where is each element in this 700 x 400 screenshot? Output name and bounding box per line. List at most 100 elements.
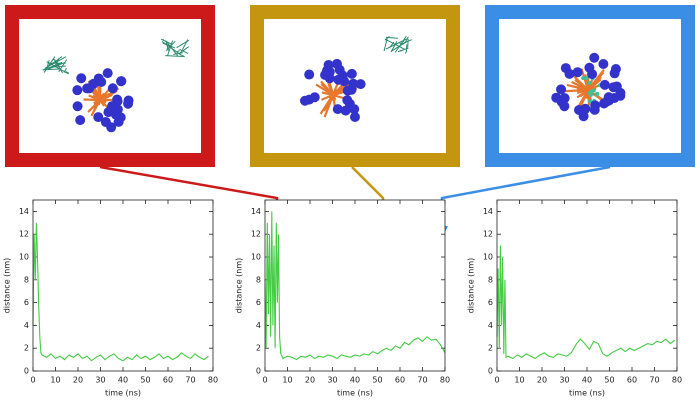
head-group: [349, 112, 360, 123]
guest-bond: [167, 40, 174, 56]
head-group: [88, 78, 99, 89]
y-tick-label: 8: [24, 275, 29, 284]
bond: [99, 87, 111, 101]
guest-atom: [587, 91, 592, 96]
head-group: [349, 104, 360, 115]
frame-red: [5, 5, 215, 167]
head-group: [102, 68, 113, 79]
molecule-cluster: [72, 68, 134, 133]
guest-atom: [581, 76, 586, 81]
guest-bond: [160, 38, 173, 46]
head-group: [331, 58, 342, 69]
bond: [94, 99, 101, 109]
head-group: [342, 95, 353, 106]
x-tick-label: 0: [262, 376, 267, 385]
head-group: [339, 76, 350, 87]
x-tick-label: 10: [514, 376, 524, 385]
guest-bond: [42, 63, 60, 71]
guest-bond: [390, 41, 398, 53]
x-tick-label: 40: [118, 376, 128, 385]
y-tick-label: 4: [256, 321, 261, 330]
guest-bond: [65, 71, 70, 74]
y-tick-label: 0: [488, 367, 493, 376]
guest-bond: [49, 56, 63, 67]
x-tick-label: 70: [649, 376, 659, 385]
bond: [587, 68, 605, 91]
x-tick-label: 50: [140, 376, 150, 385]
x-tick-label: 20: [305, 376, 315, 385]
head-group: [340, 105, 351, 116]
head-group: [299, 95, 310, 106]
x-tick-label: 10: [282, 376, 292, 385]
x-tick-label: 80: [672, 376, 682, 385]
y-tick-label: 8: [488, 275, 493, 284]
bond: [563, 88, 589, 93]
y-tick-label: 2: [256, 344, 261, 353]
y-tick-label: 0: [256, 367, 261, 376]
x-tick-label: 80: [208, 376, 218, 385]
y-tick-label: 2: [24, 344, 29, 353]
head-group: [107, 101, 118, 112]
x-tick-label: 10: [50, 376, 60, 385]
bond: [323, 94, 334, 112]
head-group: [346, 68, 357, 79]
y-tick-label: 6: [488, 298, 493, 307]
head-group: [100, 117, 111, 128]
guest-bond: [402, 40, 405, 43]
x-tick-label: 50: [604, 376, 614, 385]
guest-bond: [407, 38, 409, 48]
x-tick-label: 70: [417, 376, 427, 385]
x-tick-label: 80: [440, 376, 450, 385]
y-tick-label: 14: [483, 207, 493, 216]
guest-bond: [43, 56, 56, 73]
guest-bond: [179, 46, 190, 54]
y-tick-label: 10: [483, 253, 493, 262]
guest-atom: [584, 75, 589, 80]
head-group: [599, 79, 610, 90]
y-tick-label: 0: [24, 367, 29, 376]
bond: [332, 93, 335, 96]
guest-bond: [384, 36, 390, 41]
y-axis-label: distance (nm): [235, 258, 244, 314]
y-tick-label: 12: [483, 230, 493, 239]
guest-bond: [181, 54, 185, 58]
x-tick-label: 60: [163, 376, 173, 385]
guest-bond: [179, 48, 189, 54]
y-tick-label: 14: [251, 207, 261, 216]
guest-bond: [165, 55, 184, 58]
x-tick-label: 60: [395, 376, 405, 385]
y-tick-label: 6: [24, 298, 29, 307]
head-group: [598, 58, 609, 69]
guest-bond: [63, 68, 67, 73]
head-group: [589, 52, 600, 63]
x-tick-label: 30: [95, 376, 105, 385]
y-tick-label: 2: [488, 344, 493, 353]
axis-box: [496, 199, 678, 372]
head-group: [572, 67, 583, 78]
head-group: [72, 101, 83, 112]
guest-bond: [44, 56, 67, 69]
x-axis-label: time (ns): [105, 389, 141, 398]
guest-bond: [170, 45, 176, 49]
head-group: [355, 79, 366, 90]
plot-area: [33, 200, 213, 371]
guest-bond: [405, 36, 409, 42]
head-group: [560, 63, 571, 74]
x-tick-label: 20: [537, 376, 547, 385]
head-group: [609, 68, 620, 79]
head-group: [559, 101, 570, 112]
guest-molecule: [42, 56, 70, 75]
x-tick-label: 30: [559, 376, 569, 385]
head-group: [72, 85, 83, 96]
head-group: [304, 69, 315, 80]
head-group: [321, 65, 332, 76]
x-tick-label: 60: [627, 376, 637, 385]
guest-atom: [595, 91, 600, 96]
bond: [92, 94, 101, 101]
y-tick-label: 12: [251, 230, 261, 239]
x-axis-label: time (ns): [337, 389, 373, 398]
guest-molecule: [160, 38, 190, 58]
x-tick-label: 50: [372, 376, 382, 385]
y-tick-label: 10: [251, 253, 261, 262]
